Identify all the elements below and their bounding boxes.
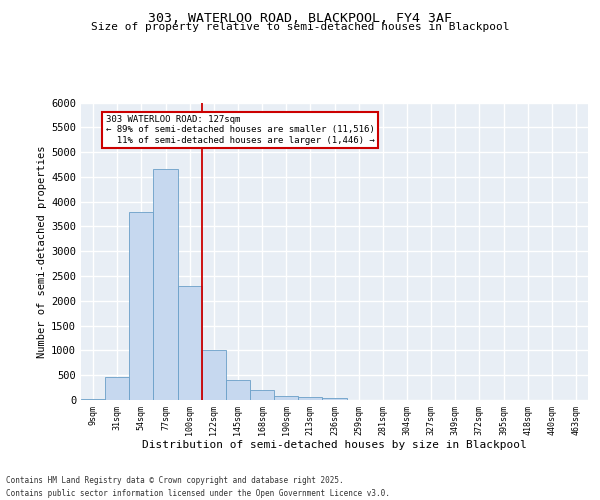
- Bar: [129, 212, 154, 400]
- Bar: [226, 380, 250, 400]
- Bar: [298, 398, 322, 400]
- Y-axis label: Number of semi-detached properties: Number of semi-detached properties: [37, 145, 47, 358]
- Bar: [250, 390, 274, 400]
- Bar: [322, 398, 347, 400]
- Bar: [202, 350, 226, 400]
- Text: 303, WATERLOO ROAD, BLACKPOOL, FY4 3AF: 303, WATERLOO ROAD, BLACKPOOL, FY4 3AF: [148, 12, 452, 26]
- X-axis label: Distribution of semi-detached houses by size in Blackpool: Distribution of semi-detached houses by …: [142, 440, 527, 450]
- Bar: [178, 286, 202, 400]
- Bar: [154, 170, 178, 400]
- Text: Size of property relative to semi-detached houses in Blackpool: Size of property relative to semi-detach…: [91, 22, 509, 32]
- Bar: [105, 377, 129, 400]
- Text: 303 WATERLOO ROAD: 127sqm
← 89% of semi-detached houses are smaller (11,516)
  1: 303 WATERLOO ROAD: 127sqm ← 89% of semi-…: [106, 115, 374, 144]
- Bar: [81, 398, 105, 400]
- Text: Contains HM Land Registry data © Crown copyright and database right 2025.
Contai: Contains HM Land Registry data © Crown c…: [6, 476, 390, 498]
- Bar: [274, 396, 298, 400]
